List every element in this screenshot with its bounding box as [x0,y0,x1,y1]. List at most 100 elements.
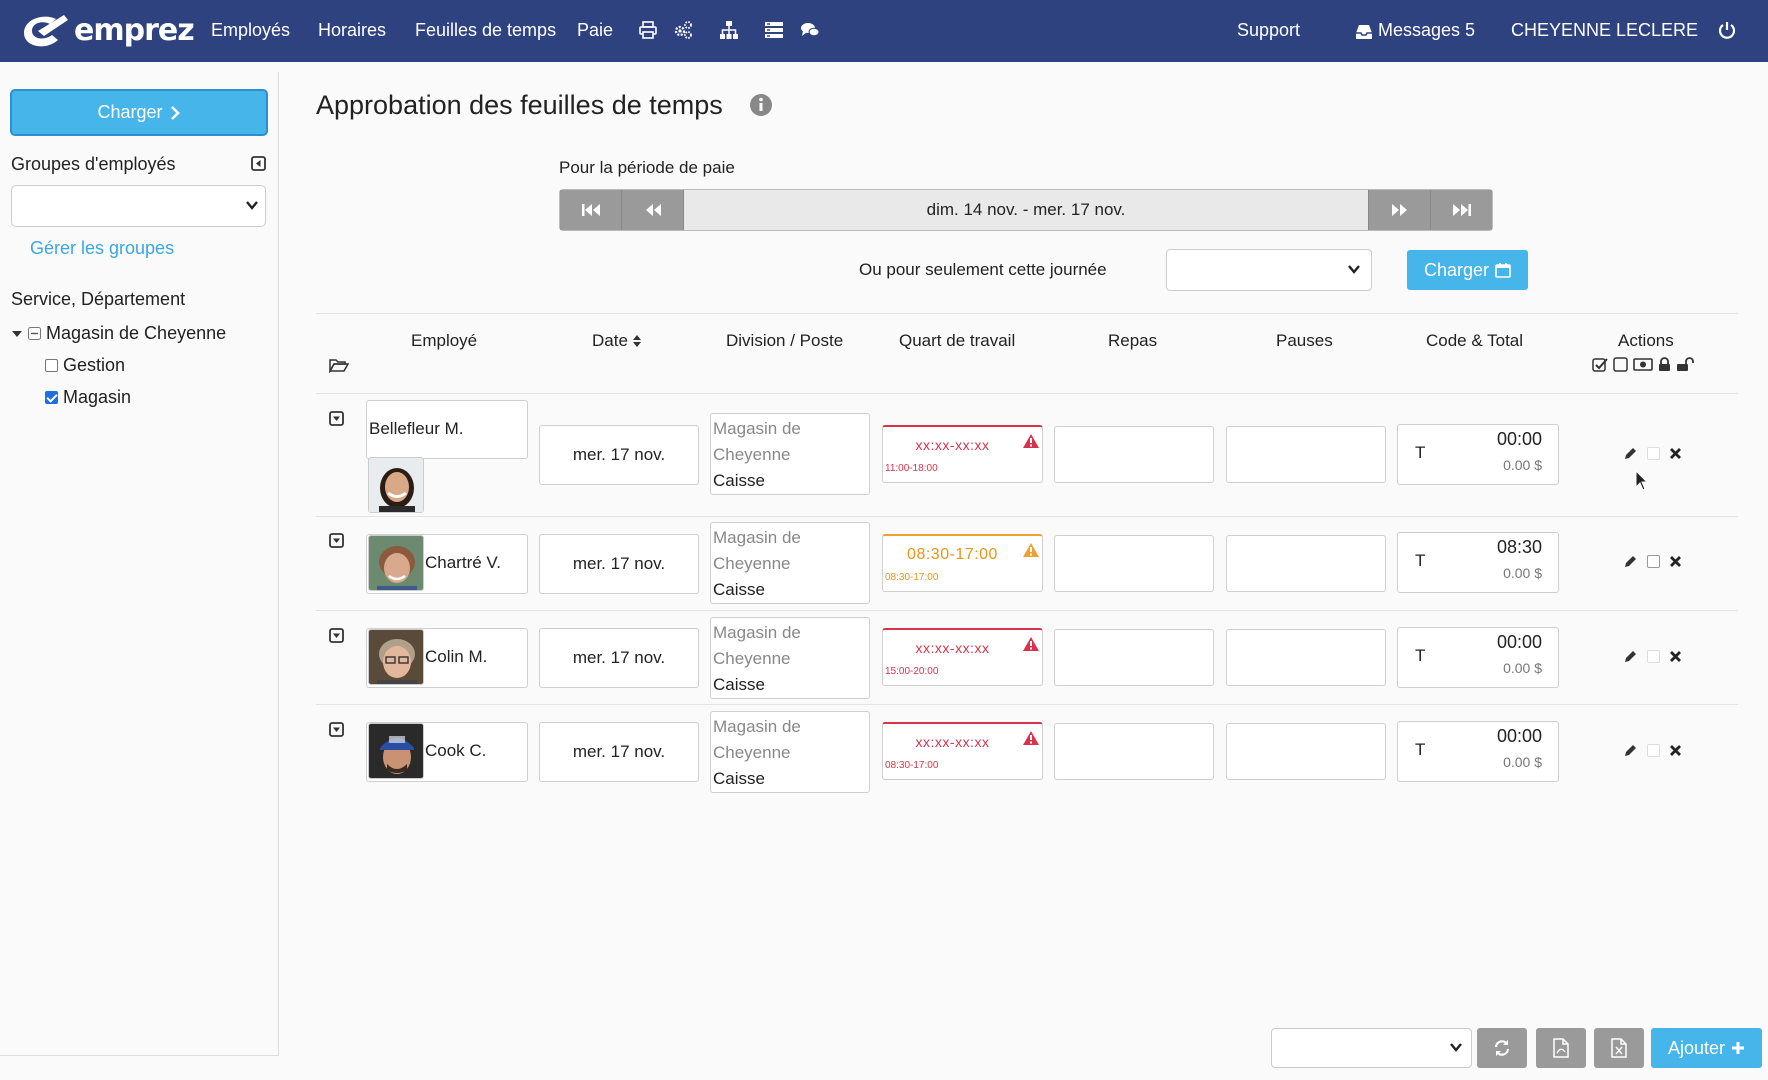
refresh-button[interactable] [1477,1028,1527,1068]
magasin-checkbox[interactable] [45,391,58,404]
lock-icon[interactable] [1658,357,1671,372]
total-hours: 00:00 [1496,632,1542,652]
meals-field[interactable] [1054,426,1214,483]
total-hours: 08:30 [1496,537,1542,557]
nav-timesheets[interactable]: Feuilles de temps [415,20,557,40]
tree-root-label: Magasin de Cheyenne [46,323,227,343]
breaks-field[interactable] [1226,629,1386,686]
next-period-button[interactable] [1368,190,1430,230]
add-button[interactable]: Ajouter [1651,1028,1762,1068]
approve-checkbox[interactable] [1647,650,1660,663]
warning-icon[interactable] [1022,636,1040,652]
breaks-field[interactable] [1226,426,1386,483]
settings-icon[interactable] [673,20,693,40]
meals-field[interactable] [1054,629,1214,686]
edit-icon[interactable] [1623,446,1638,461]
nav-user-name[interactable]: CHEYENNE LECLERE [1511,20,1699,40]
bulk-action-select[interactable] [1271,1028,1472,1068]
manage-groups-link[interactable]: Gérer les groupes [30,238,175,258]
code-total-field[interactable]: T 08:30 0.00 $ [1397,532,1559,593]
uncheck-all-icon[interactable] [1613,357,1628,372]
delete-icon[interactable] [1669,744,1682,757]
code-total-field[interactable]: T 00:00 0.00 $ [1397,721,1559,782]
shift-field[interactable]: 08:30-17:00 08:30-17:00 [882,534,1043,592]
division-field[interactable]: Magasin de Cheyenne Caisse [710,413,870,495]
first-period-button[interactable] [560,190,622,230]
export-excel-button[interactable] [1594,1028,1644,1068]
tree-partial-checkbox-icon[interactable] [28,327,41,340]
table-row: Chartré V. mer. 17 nov. Magasin de Cheye… [316,522,1738,610]
approve-checkbox[interactable] [1647,447,1660,460]
unlock-icon[interactable] [1676,357,1694,372]
tree-item-gestion[interactable]: Gestion [45,355,125,376]
code-total-field[interactable]: T 00:00 0.00 $ [1397,424,1559,485]
post-name: Caisse [713,675,765,694]
edit-icon[interactable] [1623,649,1638,664]
avatar-photo [369,724,423,778]
code-total-field[interactable]: T 00:00 0.00 $ [1397,627,1559,688]
shift-field[interactable]: xx:xx-xx:xx 08:30-17:00 [882,722,1043,780]
date-field[interactable]: mer. 17 nov. [539,722,699,782]
check-all-icon[interactable] [1592,357,1608,372]
column-date[interactable]: Date [592,331,642,351]
tree-item-magasin[interactable]: Magasin [45,387,131,408]
delete-icon[interactable] [1669,555,1682,568]
org-chart-icon[interactable] [719,20,739,40]
division-name: Magasin de Cheyenne [713,717,801,762]
date-field[interactable]: mer. 17 nov. [539,628,699,688]
division-name: Magasin de Cheyenne [713,528,801,573]
approve-checkbox[interactable] [1647,744,1660,757]
time-code: T [1415,443,1426,462]
caret-down-icon[interactable] [11,329,23,339]
nav-support[interactable]: Support [1237,20,1301,40]
breaks-field[interactable] [1226,723,1386,780]
division-field[interactable]: Magasin de Cheyenne Caisse [710,711,870,793]
expand-row-icon[interactable] [329,533,344,548]
sidebar-load-button[interactable]: Charger [10,89,268,136]
division-field[interactable]: Magasin de Cheyenne Caisse [710,617,870,699]
print-icon[interactable] [638,20,658,40]
power-icon[interactable] [1717,20,1737,40]
nav-schedules[interactable]: Horaires [318,20,387,40]
nav-employees[interactable]: Employés [211,20,291,40]
previous-period-button[interactable] [622,190,684,230]
edit-icon[interactable] [1623,743,1638,758]
delete-icon[interactable] [1669,447,1682,460]
warning-icon[interactable] [1022,730,1040,746]
single-day-select[interactable] [1166,249,1372,291]
last-period-button[interactable] [1430,190,1492,230]
post-name: Caisse [713,471,765,490]
approve-checkbox[interactable] [1647,555,1660,568]
date-field[interactable]: mer. 17 nov. [539,425,699,485]
shift-field[interactable]: xx:xx-xx:xx 11:00-18:00 [882,425,1043,483]
expand-row-icon[interactable] [329,722,344,737]
shift-field[interactable]: xx:xx-xx:xx 15:00-20:00 [882,628,1043,686]
row-divider [316,516,1738,517]
breaks-field[interactable] [1226,535,1386,592]
division-field[interactable]: Magasin de Cheyenne Caisse [710,522,870,604]
warning-icon[interactable] [1022,433,1040,449]
day-load-button[interactable]: Charger [1407,250,1528,290]
folder-open-icon[interactable] [329,357,349,373]
tree-root-magasin-cheyenne[interactable]: Magasin de Cheyenne [11,323,226,344]
money-icon[interactable] [1633,357,1653,372]
nav-messages[interactable]: Messages 5 [1378,20,1476,40]
export-pdf-button[interactable] [1536,1028,1586,1068]
expand-row-icon[interactable] [329,411,344,426]
date-field[interactable]: mer. 17 nov. [539,534,699,594]
collapse-sidebar-icon[interactable] [251,156,266,171]
edit-icon[interactable] [1623,554,1638,569]
emprez-logo[interactable]: emprez [18,10,195,50]
list-icon[interactable] [764,20,784,40]
employee-groups-select[interactable] [11,185,266,227]
warning-icon[interactable] [1022,542,1040,558]
delete-icon[interactable] [1669,650,1682,663]
chat-icon[interactable] [800,20,820,40]
nav-payroll[interactable]: Paie [577,20,614,40]
info-icon[interactable] [749,93,773,117]
gestion-checkbox[interactable] [45,359,58,372]
meals-field[interactable] [1054,535,1214,592]
expand-row-icon[interactable] [329,628,344,643]
meals-field[interactable] [1054,723,1214,780]
employee-name-box[interactable]: Bellefleur M. [366,400,528,459]
